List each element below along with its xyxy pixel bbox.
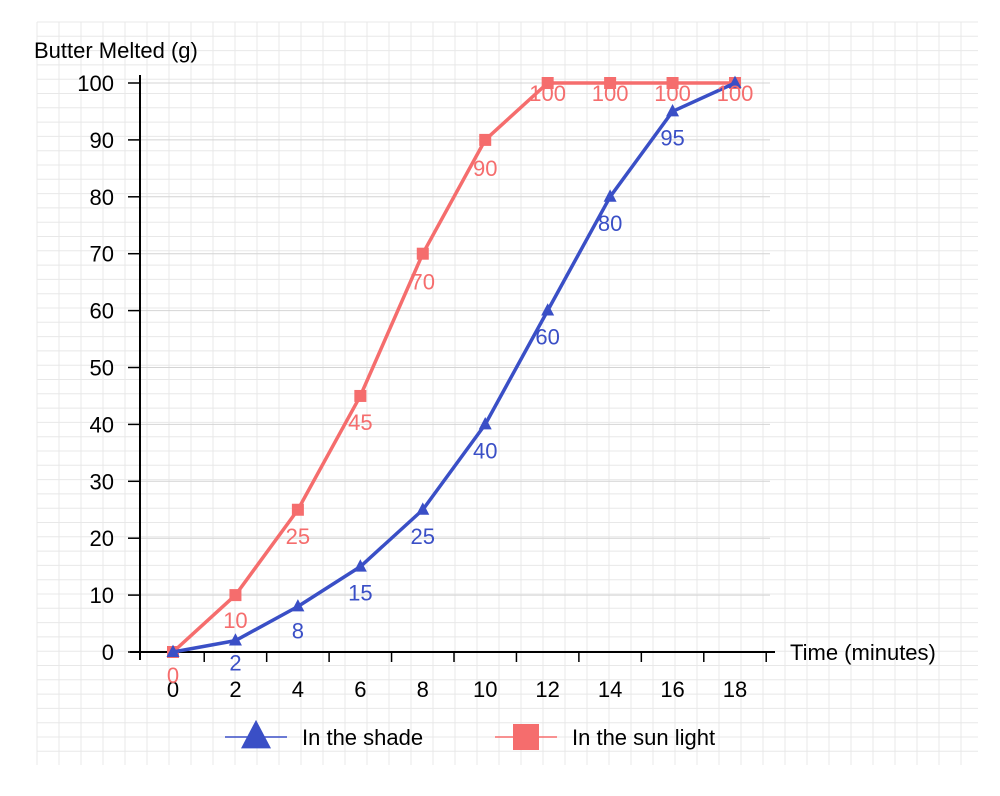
x-axis-title: Time (minutes): [790, 640, 936, 665]
shade-data-label: 95: [660, 125, 684, 150]
sun-data-label: 70: [411, 270, 435, 295]
grid: [36, 21, 978, 765]
shade-point: [478, 416, 492, 430]
x-tick-label: 10: [473, 677, 497, 702]
y-tick-label: 40: [90, 412, 114, 437]
sun-point: [604, 77, 617, 89]
shade-point: [291, 599, 305, 612]
y-tick-label: 0: [102, 640, 114, 665]
y-tick-label: 20: [90, 526, 114, 551]
legend-marker: [513, 724, 539, 750]
shade-data-label: 8: [292, 618, 304, 643]
shade-data-label: 40: [473, 438, 497, 463]
sun-point: [479, 133, 492, 146]
sun-point: [416, 247, 429, 260]
legend-marker: [241, 719, 271, 749]
y-tick-labels: 0 10 20 30 40 50 60 70 80 90 100: [77, 71, 114, 665]
y-tick-label: 50: [90, 356, 114, 381]
series: [166, 75, 742, 658]
sun-point: [229, 589, 242, 602]
y-tick-label: 60: [90, 299, 114, 324]
y-tick-label: 90: [90, 128, 114, 153]
y-tick-label: 10: [90, 583, 114, 608]
shade-point: [541, 303, 555, 316]
sun-data-label: 25: [286, 524, 310, 549]
shade-point: [228, 633, 242, 646]
y-tick-label: 80: [90, 185, 114, 210]
x-tick-label: 12: [535, 677, 559, 702]
y-tick-label: 70: [90, 242, 114, 267]
shade-point: [666, 104, 680, 117]
y-tick-label: 30: [90, 469, 114, 494]
shade-data-label: 60: [535, 325, 559, 350]
y-axis-title: Butter Melted (g): [34, 38, 198, 63]
shade-point: [353, 559, 367, 572]
x-tick-label: 2: [229, 677, 241, 702]
sun-data-label: 100: [654, 81, 691, 106]
sun-data-label: 90: [473, 156, 497, 181]
sun-data-label: 45: [348, 410, 372, 435]
x-tick-label: 8: [417, 677, 429, 702]
legend: In the shade In the sun light: [225, 719, 715, 750]
sun-data-label: 10: [223, 608, 247, 633]
sun-point: [354, 389, 367, 402]
shade-data-label: 2: [229, 651, 241, 676]
legend-item-shade: In the shade: [225, 719, 423, 750]
data-labels: 2 8 15 25 40 60 80 95 0 10 25 45 70 90 100 100 100 100: [167, 81, 753, 688]
x-tick-label: 16: [660, 677, 684, 702]
sun-data-label: 100: [592, 81, 629, 106]
sun-data-label: 100: [717, 81, 754, 106]
shade-point: [728, 75, 742, 88]
y-tick-label: 100: [77, 71, 114, 96]
series-line-shade: [172, 81, 736, 654]
x-tick-label: 4: [292, 677, 304, 702]
series-line-sun: [171, 81, 735, 654]
sun-point: [541, 77, 554, 89]
sun-data-label: 0: [167, 663, 179, 688]
sun-data-label: 100: [529, 81, 566, 106]
x-tick-label: 6: [354, 677, 366, 702]
legend-item-sun: In the sun light: [495, 724, 715, 750]
axes: [128, 75, 775, 662]
sun-point: [291, 503, 304, 516]
legend-label: In the shade: [302, 725, 423, 750]
x-tick-labels: 0 2 4 6 8 10 12 14 16 18: [167, 677, 747, 702]
shade-data-label: 25: [411, 524, 435, 549]
shade-point: [166, 644, 180, 657]
shade-point: [416, 502, 430, 515]
x-tick-label: 18: [723, 677, 747, 702]
shade-data-label: 80: [598, 211, 622, 236]
sun-point: [666, 77, 679, 89]
shade-data-label: 15: [348, 581, 372, 606]
shade-point: [603, 189, 617, 202]
legend-label: In the sun light: [572, 725, 715, 750]
x-tick-label: 14: [598, 677, 622, 702]
x-tick-label: 0: [167, 677, 179, 702]
